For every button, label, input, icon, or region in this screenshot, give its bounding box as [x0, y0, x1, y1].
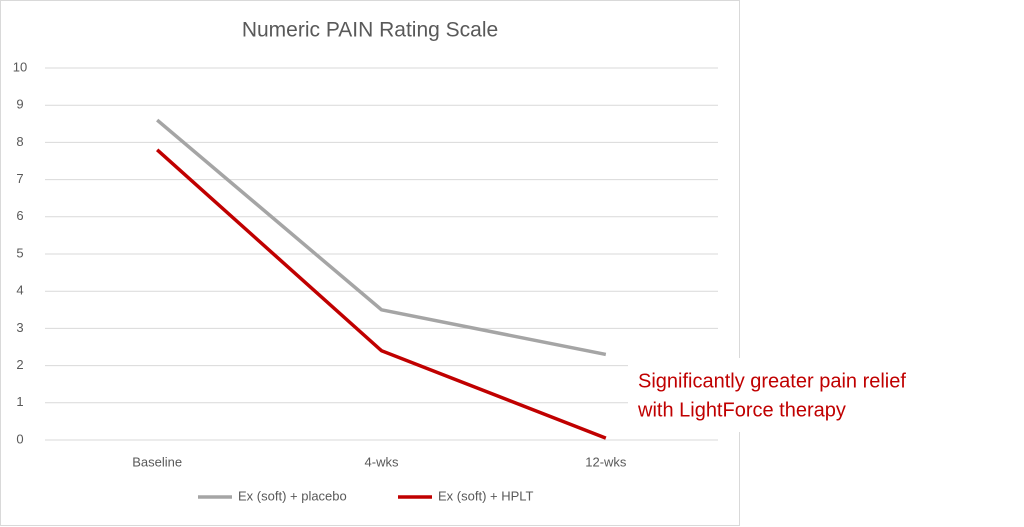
- y-tick-label: 5: [16, 245, 23, 260]
- y-tick-label: 7: [16, 171, 23, 186]
- y-tick-label: 6: [16, 208, 23, 223]
- y-tick-label: 4: [16, 283, 23, 298]
- y-tick-label: 9: [16, 97, 23, 112]
- x-tick-label: 12-wks: [585, 454, 627, 469]
- y-tick-label: 8: [16, 134, 23, 149]
- chart-title: Numeric PAIN Rating Scale: [242, 19, 498, 42]
- x-tick-label: Baseline: [132, 454, 182, 469]
- x-tick-label: 4-wks: [365, 454, 399, 469]
- y-tick-label: 2: [16, 357, 23, 372]
- y-tick-label: 0: [16, 431, 23, 446]
- series-line: [156, 118, 607, 357]
- y-tick-label: 3: [16, 320, 23, 335]
- plot-area: 0 1 2 3 4 5 6 7 8 9 10 Baseline 4-wks 12-wks Ex (soft)…: [13, 59, 718, 503]
- annotation: with LightForce therapy: [637, 399, 846, 421]
- series-line: [155, 148, 607, 440]
- annotation-background: [628, 358, 1024, 432]
- chart-frame: [0, 0, 740, 526]
- legend-label: Ex (soft) + HPLT: [438, 488, 534, 503]
- y-tick-label: 10: [13, 59, 27, 74]
- legend-label: Ex (soft) + placebo: [238, 488, 347, 503]
- annotation: Significantly greater pain relief: [638, 370, 906, 392]
- y-tick-label: 1: [16, 394, 23, 409]
